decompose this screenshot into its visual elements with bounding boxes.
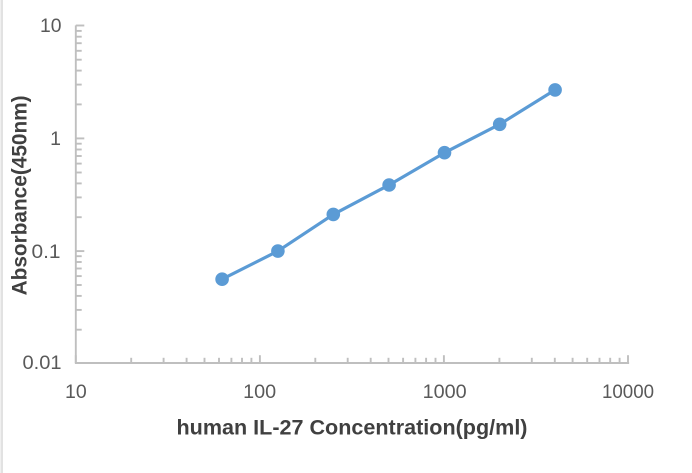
svg-text:1000: 1000 [423,381,467,403]
svg-text:human IL-27 Concentration(pg/m: human IL-27 Concentration(pg/ml) [177,416,528,440]
svg-text:0.1: 0.1 [32,241,61,263]
svg-text:Absorbance(450nm): Absorbance(450nm) [8,95,32,295]
svg-text:10: 10 [40,15,62,37]
svg-text:100: 100 [243,381,276,403]
svg-text:0.01: 0.01 [23,352,62,374]
svg-text:1: 1 [50,128,61,150]
svg-text:10: 10 [65,381,87,403]
svg-text:10000: 10000 [602,381,654,403]
